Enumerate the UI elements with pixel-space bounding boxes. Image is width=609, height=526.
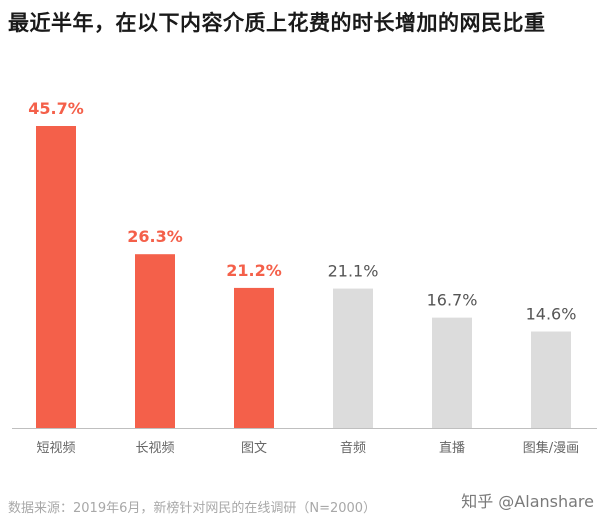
data-label: 21.1% [328, 262, 379, 281]
chart-title: 最近半年，在以下内容介质上花费的时长增加的网民比重 [8, 11, 546, 35]
data-label: 21.2% [226, 261, 282, 280]
category-label: 短视频 [36, 441, 75, 456]
bar [36, 126, 76, 428]
bar [333, 288, 373, 428]
category-label: 长视频 [135, 441, 174, 456]
data-source-note: 数据来源：2019年6月，新榜针对网民的在线调研（N=2000） [8, 501, 377, 516]
category-label: 图集/漫画 [523, 440, 579, 456]
bar [531, 331, 571, 428]
author-credit: 知乎 @Alanshare [461, 492, 594, 511]
bar [432, 317, 472, 428]
bar [135, 254, 175, 428]
data-label: 26.3% [127, 227, 183, 246]
category-label: 直播 [439, 441, 465, 456]
bar [234, 287, 274, 428]
category-label: 图文 [241, 441, 267, 456]
data-label: 16.7% [427, 291, 478, 310]
data-label: 14.6% [526, 305, 577, 324]
data-label: 45.7% [28, 99, 84, 118]
category-label: 音频 [340, 440, 366, 456]
